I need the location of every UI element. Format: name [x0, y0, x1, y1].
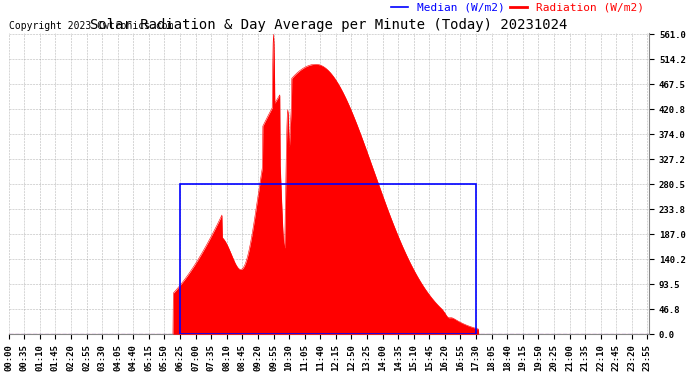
Bar [180, 184, 476, 334]
Text: Copyright 2023 Cwtronics.com: Copyright 2023 Cwtronics.com [9, 21, 173, 31]
Legend: Median (W/m2), Radiation (W/m2): Median (W/m2), Radiation (W/m2) [391, 3, 644, 13]
Title: Solar Radiation & Day Average per Minute (Today) 20231024: Solar Radiation & Day Average per Minute… [90, 18, 568, 32]
